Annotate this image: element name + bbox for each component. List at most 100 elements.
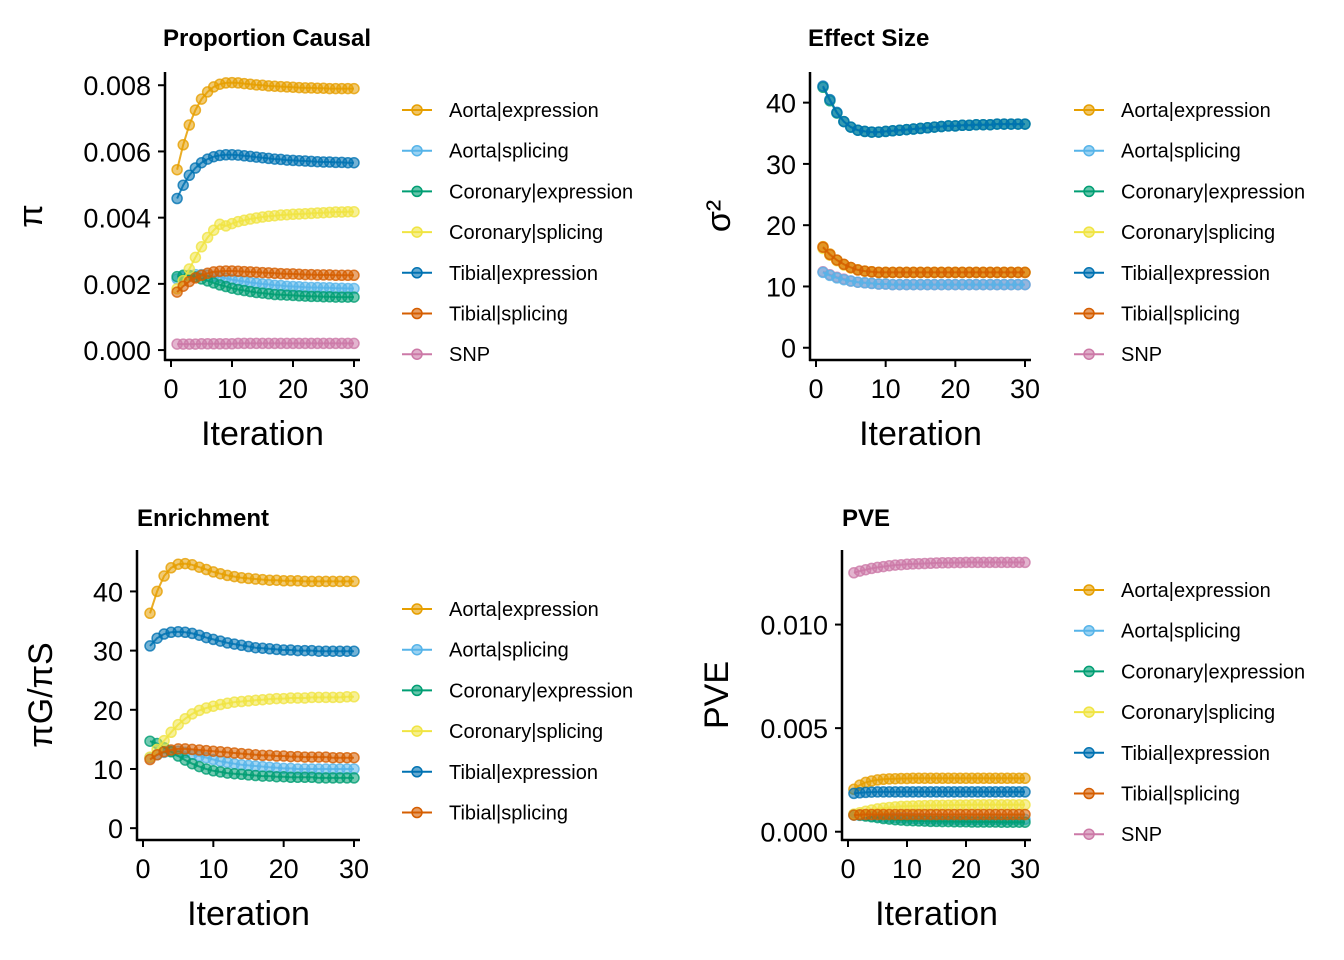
x-axis-label: Iteration [201, 415, 324, 453]
data-point [195, 241, 208, 253]
x-tick-label: 20 [940, 374, 970, 404]
x-tick-label: 10 [217, 374, 247, 404]
data-point [348, 156, 360, 169]
legend-label: Aorta|splicing [449, 141, 569, 163]
series-tibial-splicing [171, 265, 360, 298]
legend-marker [1083, 226, 1095, 238]
chart-panel-2: Effect Size 0 10 20 30 0 10 20 30 40 Iteration σ² Ao… [700, 25, 1305, 453]
legend-marker [1083, 787, 1095, 800]
y-axis-label: σ² [700, 200, 738, 232]
legend-label: Tibial|splicing [1121, 784, 1240, 806]
legend-label: Coronary|splicing [449, 222, 603, 244]
data-point [183, 119, 196, 131]
legend-label: Coronary|expression [1121, 661, 1305, 683]
data-point [189, 251, 202, 264]
x-tick-label: 10 [892, 854, 922, 884]
y-tick-label: 30 [766, 150, 796, 180]
data-point [144, 640, 156, 652]
data-point [158, 570, 170, 582]
legend-label: SNP [1121, 344, 1162, 366]
legend-label: Tibial|splicing [449, 803, 568, 825]
legend-label: Aorta|splicing [449, 640, 569, 662]
y-axis-label: PVE [698, 661, 736, 729]
x-tick-label: 0 [808, 374, 823, 404]
legend-label: SNP [1121, 824, 1162, 846]
data-point [348, 337, 360, 350]
y-tick-label: 10 [93, 755, 123, 785]
data-point [831, 106, 843, 119]
data-point [348, 82, 360, 95]
series-line [149, 562, 354, 614]
data-point [195, 93, 208, 105]
series-tibial-expression [848, 786, 1031, 800]
chart-panel-1: Proportion Causal 0 10 20 30 0.000 0.002 0.004 0… [12, 25, 633, 453]
series-aorta-expression [171, 76, 360, 176]
legend-marker [411, 766, 423, 778]
legend-marker [1083, 185, 1095, 198]
legend-label: Tibial|expression [1121, 263, 1270, 285]
data-point [348, 772, 360, 784]
legend-marker [411, 806, 423, 819]
legend-label: Coronary|splicing [449, 721, 603, 743]
legend-label: Tibial|expression [1121, 743, 1270, 765]
series-tibial-expression [171, 149, 360, 205]
data-point [1019, 772, 1031, 785]
series-tibial-splicing [848, 808, 1031, 821]
y-tick-label: 20 [766, 211, 796, 241]
series-aorta-splicing [817, 266, 1031, 291]
legend-marker [1083, 828, 1095, 840]
data-point [1019, 118, 1031, 130]
x-axis-label: Iteration [187, 895, 310, 933]
series-snp [848, 556, 1031, 579]
x-tick-label: 10 [198, 854, 228, 884]
x-tick-label: 30 [1010, 854, 1040, 884]
series-tibial-expression [817, 80, 1031, 138]
data-point [348, 691, 360, 703]
legend-marker [411, 267, 423, 279]
data-point [348, 291, 360, 303]
x-tick-label: 0 [840, 854, 855, 884]
legend-marker [411, 144, 423, 157]
x-axis-label: Iteration [875, 895, 998, 933]
data-point [189, 104, 202, 116]
legend: Aorta|expression Aorta|splicing Coronary|e… [1074, 580, 1305, 846]
legend-label: Aorta|expression [1121, 100, 1271, 122]
legend-marker [411, 348, 423, 360]
x-tick-label: 30 [339, 374, 369, 404]
data-point [183, 169, 196, 182]
x-tick-label: 20 [269, 854, 299, 884]
legend-label: Coronary|expression [1121, 181, 1305, 203]
legend-marker [1083, 307, 1095, 320]
legend-label: Aorta|splicing [1121, 621, 1241, 643]
data-point [348, 575, 360, 588]
data-point [817, 80, 829, 92]
legend-marker [411, 684, 423, 697]
panel-title: Enrichment [137, 505, 269, 532]
legend-label: Aorta|expression [449, 599, 599, 621]
x-axis-label: Iteration [859, 415, 982, 453]
legend: Aorta|expression Aorta|splicing Coronary|e… [1074, 100, 1305, 366]
series-coronary-splicing [144, 691, 360, 763]
y-tick-label: 0.006 [83, 137, 151, 167]
legend-marker [1083, 624, 1095, 637]
data-point [1019, 556, 1031, 569]
data-point [177, 179, 189, 191]
legend-marker [1083, 348, 1095, 360]
series-coronary-expression [144, 735, 360, 784]
data-point [171, 192, 183, 205]
legend-label: Aorta|expression [1121, 580, 1271, 602]
data-point [348, 205, 360, 218]
series-tibial-splicing [144, 743, 360, 766]
data-point [151, 585, 163, 598]
y-tick-label: 20 [93, 696, 123, 726]
data-point [348, 751, 360, 764]
y-tick-label: 0 [108, 814, 123, 844]
legend-label: Coronary|expression [449, 181, 633, 203]
x-tick-label: 20 [278, 374, 308, 404]
data-point [1019, 799, 1031, 811]
data-point [177, 139, 189, 151]
x-tick-label: 20 [951, 854, 981, 884]
legend-marker [1083, 747, 1095, 759]
y-tick-label: 10 [766, 272, 796, 302]
